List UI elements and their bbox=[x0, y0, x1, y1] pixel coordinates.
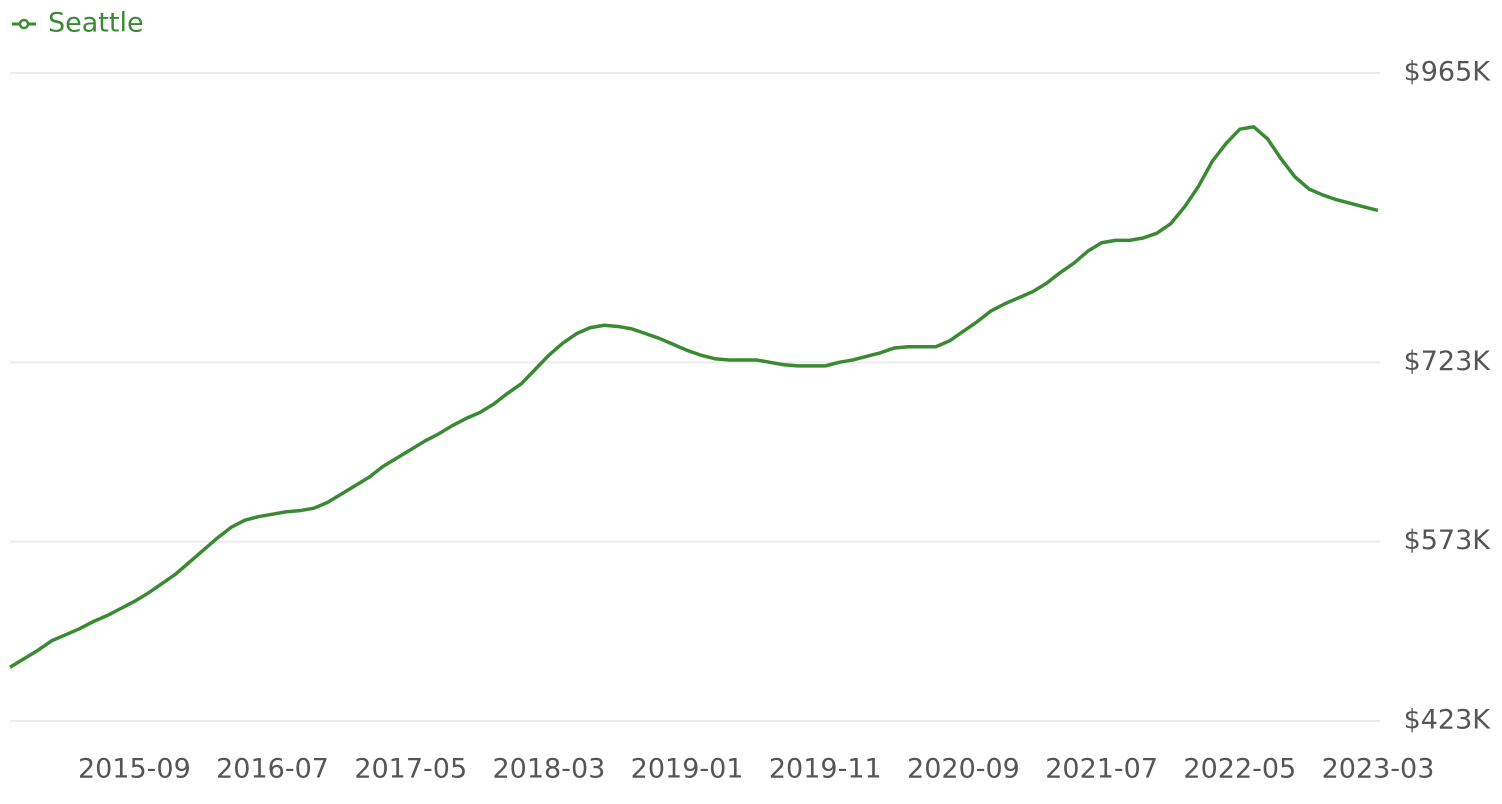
legend-label: Seattle bbox=[48, 8, 144, 39]
x-tick-label: 2018-03 bbox=[493, 754, 606, 785]
x-tick-label: 2021-07 bbox=[1045, 754, 1158, 785]
x-tick-label: 2016-07 bbox=[216, 754, 329, 785]
x-tick-label: 2015-09 bbox=[78, 754, 191, 785]
x-tick-label: 2019-11 bbox=[769, 754, 882, 785]
line bbox=[9, 125, 1379, 669]
x-tick-label: 2017-05 bbox=[354, 754, 467, 785]
y-tick-label: $573K bbox=[1404, 525, 1492, 556]
y-tick-label: $965K bbox=[1404, 57, 1492, 88]
y-tick-label: $723K bbox=[1404, 346, 1492, 377]
legend-icon-marker bbox=[18, 18, 30, 30]
x-tick-label: 2020-09 bbox=[907, 754, 1020, 785]
x-tick-label: 2023-03 bbox=[1322, 754, 1435, 785]
x-tick-label: 2019-01 bbox=[631, 754, 744, 785]
x-tick-label: 2022-05 bbox=[1183, 754, 1296, 785]
y-tick-label: $423K bbox=[1404, 705, 1492, 736]
